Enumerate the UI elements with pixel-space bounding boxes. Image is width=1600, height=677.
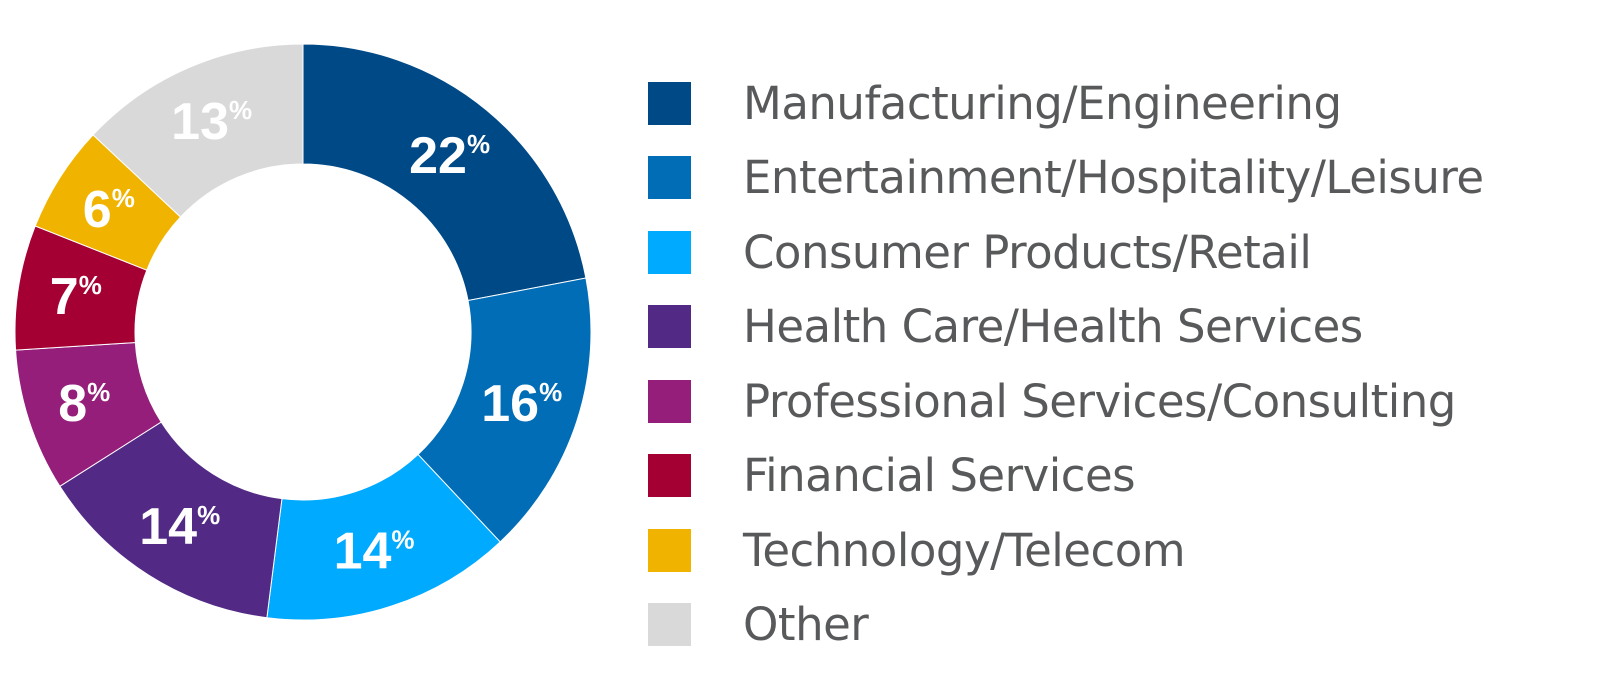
value-number: 14	[139, 498, 197, 556]
value-unit: %	[467, 129, 490, 159]
value-number: 22	[409, 127, 467, 185]
value-unit: %	[87, 377, 110, 407]
legend-label: Technology/Telecom	[743, 523, 1186, 577]
legend-label: Manufacturing/Engineering	[743, 76, 1342, 130]
legend-item-entertainment-hospitality-leisure: Entertainment/Hospitality/Leisure	[648, 141, 1588, 216]
value-label-other: 13%	[171, 93, 252, 151]
legend-swatch	[648, 230, 691, 274]
legend-item-consumer-products-retail: Consumer Products/Retail	[648, 215, 1588, 290]
legend-swatch	[648, 454, 691, 498]
donut-svg: 22%16%14%14%8%7%6%13%	[14, 43, 592, 621]
slice-entertainment-hospitality-leisure	[417, 277, 592, 543]
legend-label: Entertainment/Hospitality/Leisure	[743, 151, 1484, 205]
legend-label: Professional Services/Consulting	[743, 374, 1456, 428]
legend-item-other: Other	[648, 588, 1588, 663]
value-number: 14	[334, 523, 392, 581]
legend-item-financial-services: Financial Services	[648, 439, 1588, 514]
legend-label: Consumer Products/Retail	[743, 225, 1312, 279]
value-label-technology-telecom: 6%	[83, 181, 135, 239]
value-labels-group: 22%16%14%14%8%7%6%13%	[50, 93, 562, 581]
legend: Manufacturing/Engineering Entertainment/H…	[648, 66, 1588, 662]
value-label-health-care-health-services: 14%	[139, 498, 220, 556]
legend-swatch	[648, 379, 691, 423]
value-label-manufacturing-engineering: 22%	[409, 127, 490, 185]
legend-label: Financial Services	[743, 449, 1136, 503]
value-unit: %	[539, 377, 562, 407]
legend-swatch	[648, 603, 691, 647]
legend-swatch	[648, 81, 691, 125]
value-number: 8	[58, 375, 87, 433]
value-number: 7	[50, 268, 79, 326]
value-unit: %	[112, 183, 135, 213]
value-label-entertainment-hospitality-leisure: 16%	[481, 375, 562, 433]
value-unit: %	[197, 500, 220, 530]
legend-item-manufacturing-engineering: Manufacturing/Engineering	[648, 66, 1588, 141]
legend-item-technology-telecom: Technology/Telecom	[648, 513, 1588, 588]
legend-swatch	[648, 156, 691, 200]
value-unit: %	[391, 525, 414, 555]
legend-swatch	[648, 305, 691, 349]
value-number: 13	[171, 93, 229, 151]
value-label-consumer-products-retail: 14%	[334, 523, 415, 581]
value-label-professional-services-consulting: 8%	[58, 375, 110, 433]
value-number: 6	[83, 181, 112, 239]
slice-other	[92, 43, 304, 218]
slice-manufacturing-engineering	[302, 43, 587, 302]
value-number: 16	[481, 375, 539, 433]
legend-label: Other	[743, 598, 869, 652]
value-unit: %	[79, 270, 102, 300]
legend-item-professional-services-consulting: Professional Services/Consulting	[648, 364, 1588, 439]
legend-item-health-care-health-services: Health Care/Health Services	[648, 290, 1588, 365]
slices-group	[14, 43, 592, 621]
value-unit: %	[229, 95, 252, 125]
legend-swatch	[648, 528, 691, 572]
value-label-financial-services: 7%	[50, 268, 102, 326]
legend-label: Health Care/Health Services	[743, 300, 1363, 354]
